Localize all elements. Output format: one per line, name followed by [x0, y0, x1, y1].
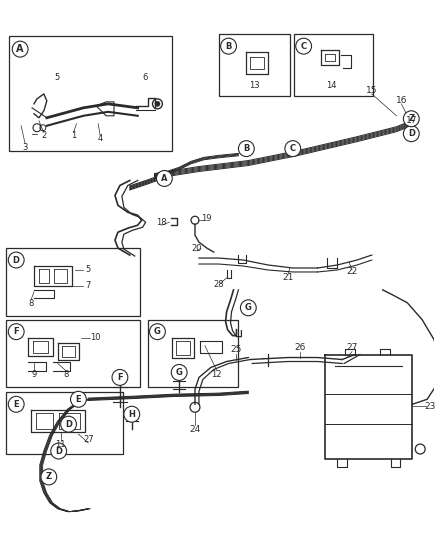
Circle shape: [156, 171, 172, 187]
Text: 9: 9: [32, 370, 37, 379]
Text: A: A: [16, 44, 24, 54]
Circle shape: [124, 406, 140, 422]
Text: 8: 8: [28, 300, 34, 308]
Text: 16: 16: [396, 96, 407, 106]
Text: 4: 4: [98, 134, 103, 143]
Text: 19: 19: [201, 214, 212, 223]
Circle shape: [155, 101, 160, 107]
Circle shape: [112, 369, 128, 385]
Bar: [219, 34, 290, 96]
Text: 21: 21: [282, 273, 293, 282]
Text: D: D: [13, 255, 20, 264]
Text: F: F: [117, 373, 123, 382]
Text: 3: 3: [22, 143, 28, 152]
Circle shape: [41, 469, 57, 485]
Text: 26: 26: [294, 343, 305, 352]
Text: F: F: [14, 327, 19, 336]
Text: 25: 25: [231, 345, 242, 354]
Bar: [6, 320, 140, 387]
Text: B: B: [243, 144, 250, 153]
Circle shape: [403, 111, 419, 127]
Bar: [148, 320, 238, 387]
Bar: [6, 248, 140, 316]
Text: 7: 7: [85, 281, 91, 290]
Text: 14: 14: [326, 82, 336, 91]
Bar: [6, 392, 123, 454]
Text: Z: Z: [408, 114, 414, 123]
Text: G: G: [245, 303, 252, 312]
Circle shape: [238, 141, 254, 157]
Circle shape: [296, 38, 311, 54]
Circle shape: [12, 41, 28, 57]
Text: 15: 15: [366, 86, 378, 95]
Text: 13: 13: [249, 82, 260, 91]
Text: D: D: [55, 447, 62, 456]
Circle shape: [403, 126, 419, 142]
Text: C: C: [300, 42, 307, 51]
Circle shape: [8, 324, 24, 340]
Text: 18: 18: [156, 218, 167, 227]
Text: 28: 28: [213, 280, 224, 289]
Text: E: E: [14, 400, 19, 409]
Circle shape: [71, 391, 86, 407]
Text: 22: 22: [346, 268, 358, 277]
Circle shape: [285, 141, 300, 157]
Text: B: B: [226, 42, 232, 51]
Text: 2: 2: [41, 131, 46, 140]
Text: 24: 24: [189, 425, 201, 434]
Text: E: E: [76, 395, 81, 404]
Text: 27: 27: [346, 343, 358, 352]
Text: A: A: [161, 174, 168, 183]
Text: G: G: [154, 327, 161, 336]
Circle shape: [221, 38, 237, 54]
Text: 1: 1: [71, 131, 76, 140]
Circle shape: [60, 416, 77, 432]
Text: H: H: [128, 410, 135, 419]
Text: 5: 5: [86, 265, 91, 274]
Text: 11: 11: [55, 440, 66, 449]
Text: 17: 17: [406, 116, 417, 125]
Text: G: G: [176, 368, 183, 377]
Text: D: D: [65, 419, 72, 429]
Text: 23: 23: [424, 402, 436, 411]
Text: 20: 20: [192, 244, 202, 253]
Circle shape: [51, 443, 67, 459]
Circle shape: [8, 397, 24, 412]
Text: 12: 12: [212, 370, 222, 379]
Text: C: C: [290, 144, 296, 153]
Text: Z: Z: [46, 472, 52, 481]
Text: 10: 10: [90, 333, 100, 342]
Circle shape: [240, 300, 256, 316]
Circle shape: [8, 252, 24, 268]
Circle shape: [149, 324, 166, 340]
Text: 27: 27: [83, 434, 94, 443]
Text: 8: 8: [63, 370, 68, 379]
Circle shape: [171, 365, 187, 381]
Text: 6: 6: [142, 74, 147, 83]
Bar: [9, 36, 172, 151]
Text: D: D: [408, 129, 415, 138]
Text: 5: 5: [54, 74, 59, 83]
Bar: [294, 34, 373, 96]
